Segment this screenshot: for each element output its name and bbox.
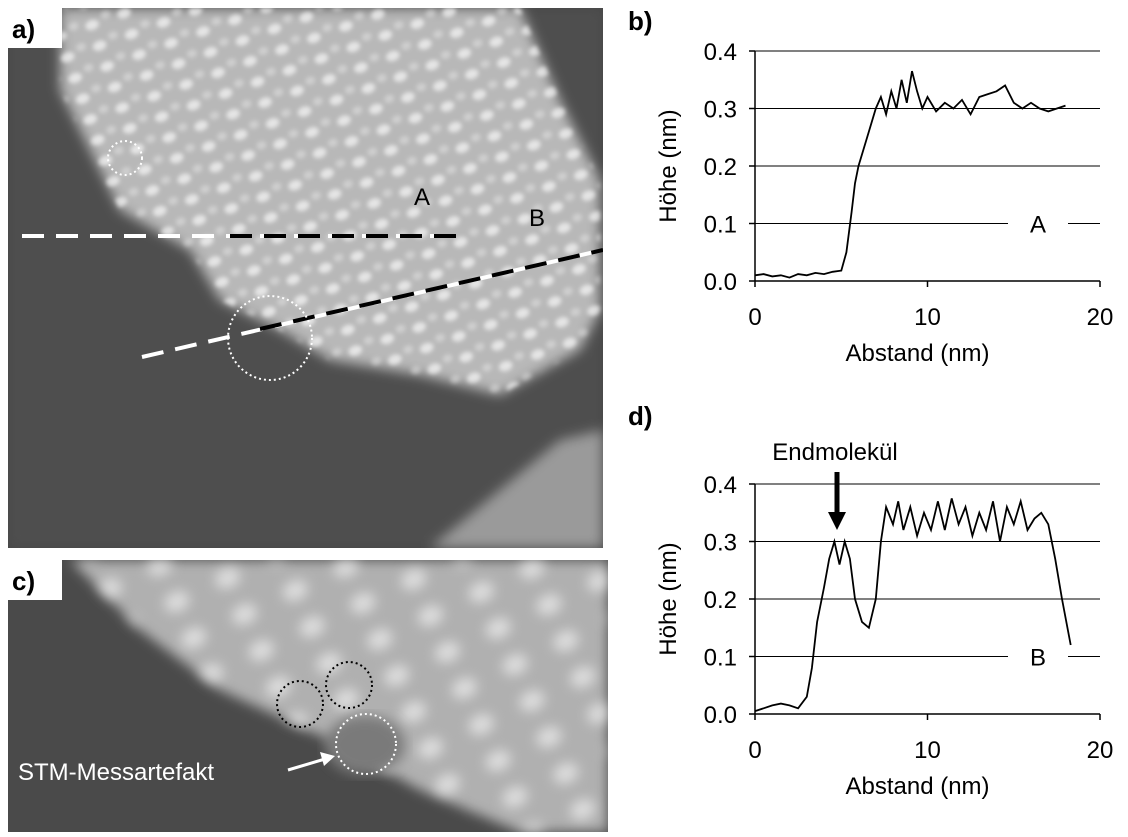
y-tick-label: 0.1 xyxy=(704,645,737,672)
y-tick-label: 0.0 xyxy=(704,702,737,729)
annotation: Endmolekül xyxy=(772,439,897,466)
x-tick-label: 20 xyxy=(1087,737,1114,764)
y-tick-label: 0.0 xyxy=(704,269,737,296)
panel-label: d) xyxy=(628,401,653,431)
x-tick-label: 20 xyxy=(1087,304,1114,331)
annotation: A xyxy=(1030,212,1046,239)
y-tick-label: 0.3 xyxy=(704,530,737,557)
y-tick-label: 0.4 xyxy=(704,472,737,499)
stm-image-a: a) A B xyxy=(8,8,603,548)
data-line xyxy=(754,70,1066,279)
annotation-bg xyxy=(1008,642,1068,671)
annotation-arrowhead xyxy=(828,512,846,530)
panel-label: c) xyxy=(12,566,35,596)
x-tick-label: 0 xyxy=(748,737,761,764)
panel-label: b) xyxy=(628,6,653,36)
x-tick-label: 10 xyxy=(914,737,941,764)
stm-image-c: c) STM-Messartefakt xyxy=(8,560,608,832)
annotation: A xyxy=(414,184,430,211)
x-axis-label: Abstand (nm) xyxy=(845,773,989,800)
y-tick-label: 0.1 xyxy=(704,212,737,239)
annotation: STM-Messartefakt xyxy=(18,759,214,786)
annotation: B xyxy=(529,205,545,232)
y-tick-label: 0.3 xyxy=(704,97,737,124)
y-tick-label: 0.2 xyxy=(704,587,737,614)
annotation: B xyxy=(1030,645,1046,672)
x-axis-label: Abstand (nm) xyxy=(845,340,989,367)
x-tick-label: 10 xyxy=(914,304,941,331)
panel-label: a) xyxy=(12,14,35,44)
data-line xyxy=(754,497,1072,712)
y-axis-label: Höhe (nm) xyxy=(655,542,682,655)
y-tick-label: 0.4 xyxy=(704,39,737,66)
y-axis-label: Höhe (nm) xyxy=(655,109,682,222)
annotation-bg xyxy=(1008,209,1068,238)
x-tick-label: 0 xyxy=(748,304,761,331)
y-tick-label: 0.2 xyxy=(704,154,737,181)
